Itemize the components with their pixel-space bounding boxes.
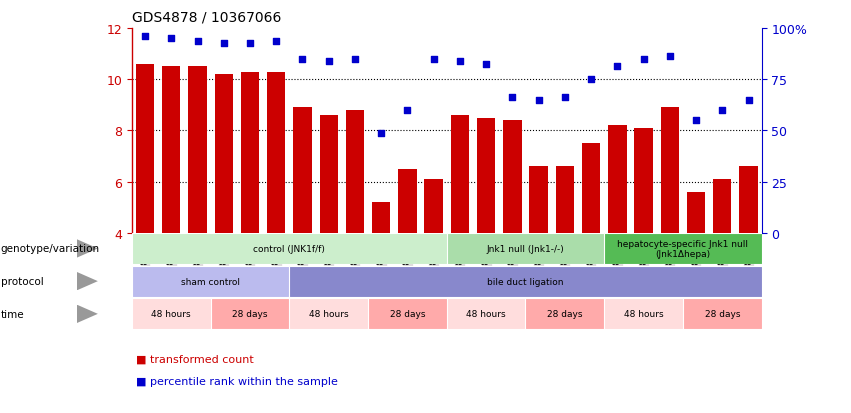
Text: protocol: protocol — [1, 276, 43, 287]
Point — [348, 56, 362, 63]
Bar — [556, 167, 574, 233]
Point — [637, 56, 650, 63]
Point — [243, 41, 257, 47]
FancyBboxPatch shape — [447, 299, 526, 330]
FancyBboxPatch shape — [132, 299, 211, 330]
Polygon shape — [77, 305, 98, 323]
Bar — [346, 111, 364, 233]
Bar — [529, 167, 548, 233]
Bar — [372, 203, 391, 233]
Bar — [162, 67, 180, 233]
Point — [374, 131, 388, 137]
Text: 48 hours: 48 hours — [466, 310, 506, 318]
Point — [164, 36, 178, 43]
Point — [191, 38, 204, 45]
Bar — [634, 128, 653, 233]
Bar — [713, 180, 732, 233]
Bar — [398, 169, 417, 233]
Point — [217, 41, 231, 47]
FancyBboxPatch shape — [526, 299, 604, 330]
Text: 28 days: 28 days — [232, 310, 268, 318]
Bar — [503, 121, 522, 233]
Polygon shape — [77, 272, 98, 291]
Text: 28 days: 28 days — [390, 310, 426, 318]
Bar — [136, 65, 154, 233]
Bar — [294, 108, 311, 233]
Bar — [451, 116, 469, 233]
Text: 48 hours: 48 hours — [309, 310, 349, 318]
FancyBboxPatch shape — [132, 266, 289, 297]
Point — [401, 107, 414, 114]
Point — [742, 97, 756, 104]
FancyBboxPatch shape — [604, 233, 762, 264]
Text: hepatocyte-specific Jnk1 null
(Jnk1Δhepa): hepatocyte-specific Jnk1 null (Jnk1Δhepa… — [618, 239, 748, 259]
Bar — [687, 192, 705, 233]
FancyBboxPatch shape — [211, 299, 289, 330]
Point — [558, 95, 572, 101]
Bar — [660, 108, 679, 233]
FancyBboxPatch shape — [447, 233, 604, 264]
Bar — [188, 67, 207, 233]
Text: sham control: sham control — [181, 277, 240, 286]
Bar — [477, 119, 495, 233]
Point — [716, 107, 729, 114]
Point — [479, 62, 493, 68]
Point — [138, 33, 151, 40]
FancyBboxPatch shape — [604, 299, 683, 330]
Bar — [582, 144, 600, 233]
Text: control (JNK1f/f): control (JNK1f/f) — [254, 244, 325, 253]
Bar — [241, 72, 260, 233]
Bar — [214, 75, 233, 233]
Point — [585, 77, 598, 83]
Text: ■ percentile rank within the sample: ■ percentile rank within the sample — [136, 376, 338, 386]
Point — [610, 64, 624, 71]
Text: 48 hours: 48 hours — [151, 310, 191, 318]
Text: bile duct ligation: bile duct ligation — [488, 277, 563, 286]
Text: genotype/variation: genotype/variation — [1, 244, 100, 254]
FancyBboxPatch shape — [368, 299, 447, 330]
Text: 28 days: 28 days — [705, 310, 740, 318]
Bar — [319, 116, 338, 233]
Point — [322, 59, 335, 65]
Point — [532, 97, 545, 104]
Point — [295, 56, 309, 63]
Text: 28 days: 28 days — [547, 310, 583, 318]
Bar — [425, 180, 443, 233]
FancyBboxPatch shape — [132, 233, 447, 264]
FancyBboxPatch shape — [289, 299, 368, 330]
Text: time: time — [1, 309, 25, 319]
Text: 48 hours: 48 hours — [624, 310, 664, 318]
Bar — [740, 167, 757, 233]
FancyBboxPatch shape — [683, 299, 762, 330]
Point — [453, 59, 466, 65]
Point — [505, 95, 519, 101]
Text: Jnk1 null (Jnk1-/-): Jnk1 null (Jnk1-/-) — [487, 244, 564, 253]
Point — [270, 38, 283, 45]
Point — [689, 118, 703, 124]
Text: GDS4878 / 10367066: GDS4878 / 10367066 — [132, 11, 282, 25]
Point — [663, 54, 677, 60]
FancyBboxPatch shape — [289, 266, 762, 297]
Bar — [267, 72, 285, 233]
Bar — [608, 126, 626, 233]
Polygon shape — [77, 240, 98, 258]
Text: ■ transformed count: ■ transformed count — [136, 354, 254, 363]
Point — [427, 56, 441, 63]
